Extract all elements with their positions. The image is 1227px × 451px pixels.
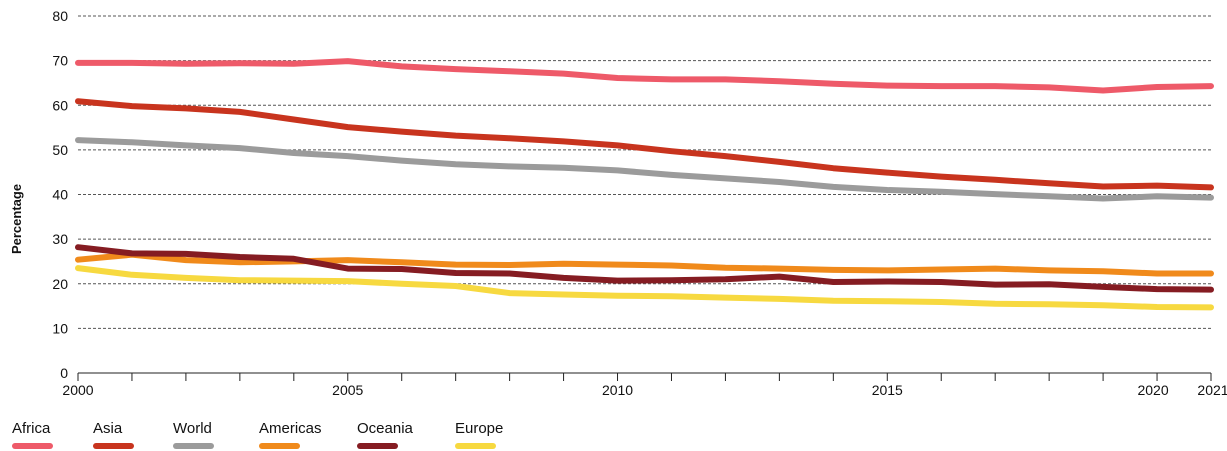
legend-label-europe: Europe (455, 420, 503, 437)
y-tick-label-20: 20 (52, 276, 68, 292)
x-tick-label-2000: 2000 (62, 382, 93, 398)
legend-item-europe: Europe (455, 420, 503, 449)
legend-item-world: World (173, 420, 214, 449)
y-axis-label: Percentage (9, 184, 24, 254)
y-tick-label-70: 70 (52, 53, 68, 69)
y-tick-label-40: 40 (52, 187, 68, 203)
y-tick-label-30: 30 (52, 231, 68, 247)
legend-label-asia: Asia (93, 420, 123, 437)
y-tick-label-80: 80 (52, 8, 68, 24)
y-tick-label-10: 10 (52, 320, 68, 336)
legend-label-americas: Americas (259, 420, 322, 437)
legend-item-africa: Africa (12, 420, 53, 449)
legend-item-americas: Americas (259, 420, 322, 449)
x-tick-label-2010: 2010 (602, 382, 633, 398)
legend-item-oceania: Oceania (357, 420, 414, 449)
series-line-europe (75, 265, 1214, 311)
series-line-africa (75, 58, 1214, 94)
legend-label-oceania: Oceania (357, 420, 414, 437)
y-tick-label-0: 0 (60, 365, 68, 381)
y-tick-label-50: 50 (52, 142, 68, 158)
legend: Africa Asia World Americas Oceania Europe (12, 420, 503, 449)
series-lines (75, 58, 1214, 311)
legend-label-world: World (173, 420, 212, 437)
x-tick-label-2005: 2005 (332, 382, 363, 398)
series-line-oceania (75, 244, 1214, 293)
legend-item-asia: Asia (93, 420, 134, 449)
series-line-asia (75, 98, 1214, 191)
series-line-world (75, 137, 1214, 202)
x-tick-label-2020: 2020 (1137, 382, 1168, 398)
legend-label-africa: Africa (12, 420, 51, 437)
x-tick-label-2015: 2015 (872, 382, 903, 398)
x-tick-label-2021: 2021 (1197, 382, 1227, 398)
axes: 0 10 20 30 40 50 60 70 80 2000 2005 2010 2015 2020 202… (52, 8, 1227, 398)
y-tick-label-60: 60 (52, 97, 68, 113)
series-line-americas (75, 251, 1214, 277)
